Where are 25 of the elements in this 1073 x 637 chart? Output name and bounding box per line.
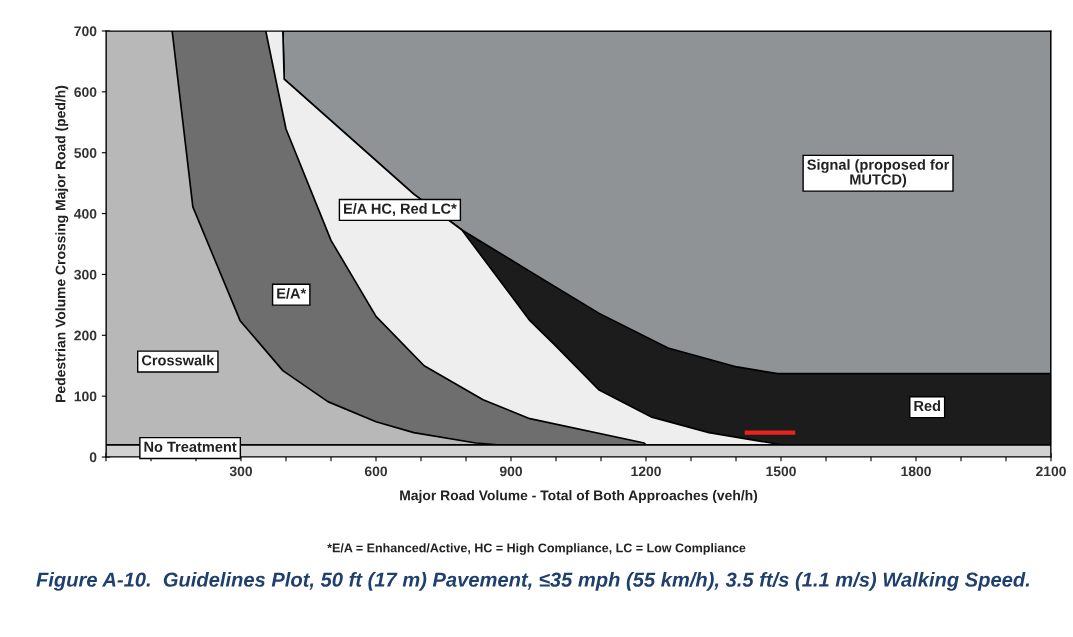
x-tick-label: 1500 (766, 466, 796, 477)
annotation: E/A HC, Red LC* (344, 203, 457, 216)
annotation: Crosswalk (141, 354, 215, 366)
annotation: Signal (proposed for MUTCD) (807, 159, 950, 188)
y-tick-label: 100 (74, 391, 97, 402)
y-tick-label: 200 (74, 330, 97, 341)
x-tick-label: 1800 (901, 466, 931, 477)
y-axis-title: Pedestrian Volume Crossing Major Road (ped/h) (55, 85, 69, 402)
y-tick-label: 300 (74, 269, 97, 280)
y-tick-label: 500 (74, 148, 97, 158)
annotation: Red (914, 400, 941, 412)
x-tick-label: 300 (229, 466, 253, 477)
annotation: No Treatment (144, 441, 237, 452)
annotation: E/A* (277, 287, 307, 299)
y-tick-label: 0 (89, 452, 97, 463)
x-tick-label: 2100 (1036, 466, 1066, 477)
x-tick-label: 1200 (631, 466, 661, 477)
y-tick-label: 700 (74, 26, 97, 37)
text: *E/A = Enhanced/Active, HC = High Compliance, LC = Low Compliance (327, 543, 746, 555)
y-tick-label: 600 (74, 87, 97, 98)
x-tick-label: 600 (364, 466, 388, 477)
x-axis-title: Major Road Volume - Total of Both Approaches (veh/h) (400, 490, 758, 504)
x-tick-label: 900 (499, 466, 523, 477)
y-tick-label: 400 (74, 208, 97, 219)
text: Figure A-10. Guidelines Plot, 50 ft (17 m) Pavement, ≤35 mph (55 km/h), 3.5 ft/s (1.1 m/s) Walking Speed. (36, 572, 1030, 591)
